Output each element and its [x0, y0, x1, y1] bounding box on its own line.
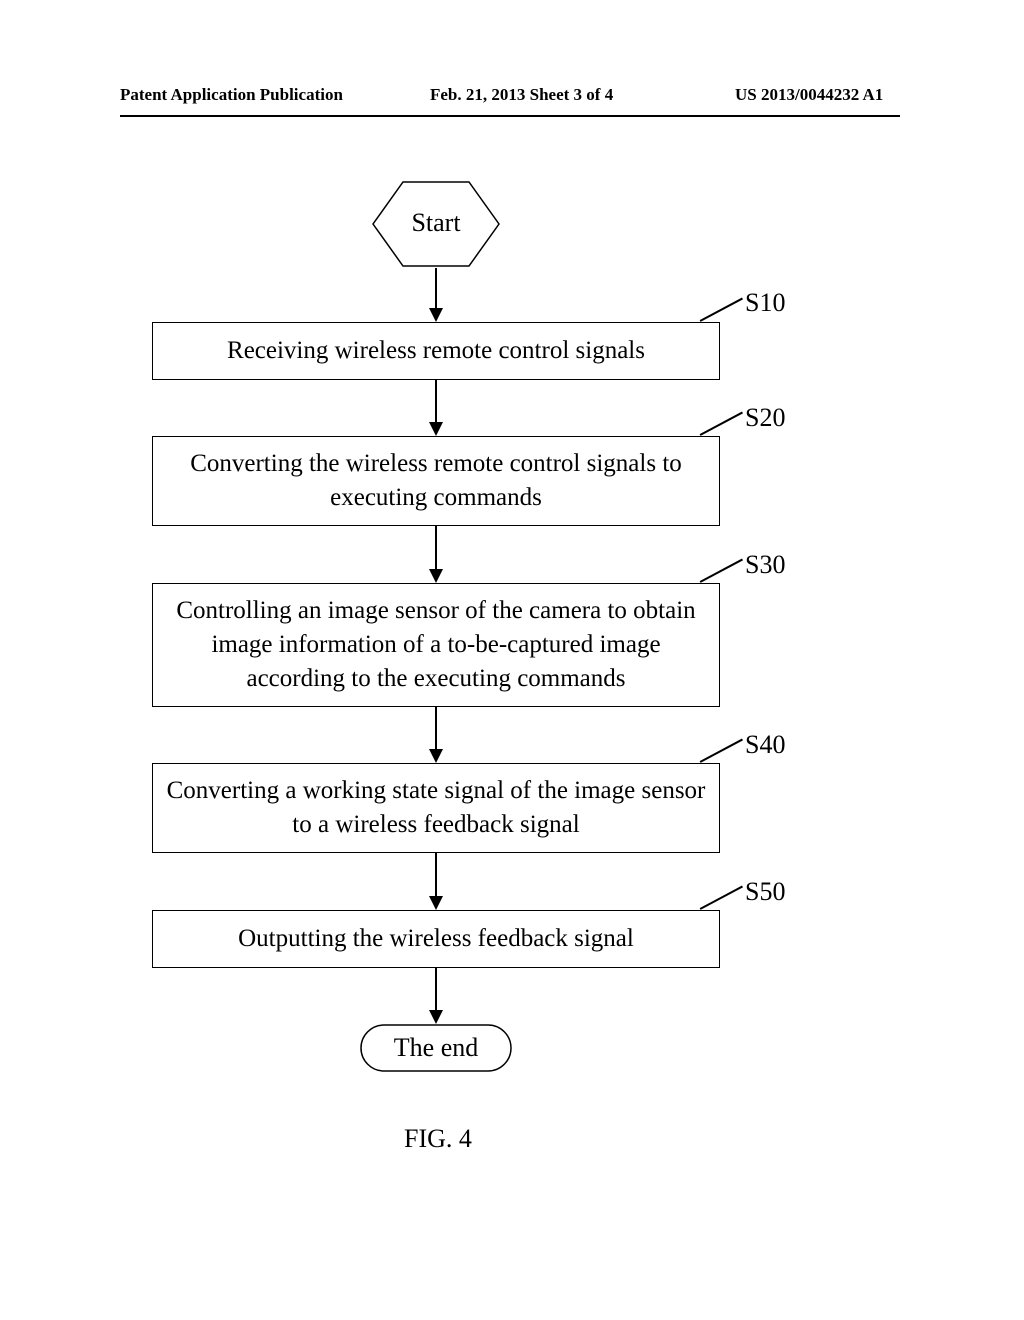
leader-line — [700, 298, 743, 322]
figure-caption: FIG. 4 — [404, 1124, 472, 1154]
leader-line — [700, 559, 743, 583]
step-id-s40: S40 — [745, 730, 785, 760]
step-text: Converting the wireless remote control s… — [163, 447, 709, 515]
arrow-head-icon — [429, 422, 443, 436]
start-node: Start — [371, 180, 501, 268]
step-id-s20: S20 — [745, 403, 785, 433]
arrow-line — [435, 268, 437, 310]
end-label: The end — [360, 1033, 512, 1063]
header-left: Patent Application Publication — [120, 85, 343, 105]
step-box-s20: Converting the wireless remote control s… — [152, 436, 720, 526]
arrow-head-icon — [429, 749, 443, 763]
end-node: The end — [360, 1024, 512, 1072]
header-center: Feb. 21, 2013 Sheet 3 of 4 — [430, 85, 613, 105]
arrow-line — [435, 380, 437, 424]
step-text: Receiving wireless remote control signal… — [227, 334, 645, 368]
step-id-s50: S50 — [745, 877, 785, 907]
step-text: Outputting the wireless feedback signal — [238, 922, 634, 956]
arrow-head-icon — [429, 308, 443, 322]
header-right: US 2013/0044232 A1 — [735, 85, 883, 105]
leader-line — [700, 739, 743, 763]
leader-line — [700, 412, 743, 436]
header-rule — [120, 115, 900, 117]
step-text: Controlling an image sensor of the camer… — [163, 594, 709, 695]
step-box-s30: Controlling an image sensor of the camer… — [152, 583, 720, 707]
step-box-s10: Receiving wireless remote control signal… — [152, 322, 720, 380]
step-box-s40: Converting a working state signal of the… — [152, 763, 720, 853]
leader-line — [700, 886, 743, 910]
arrow-head-icon — [429, 1010, 443, 1024]
step-id-s10: S10 — [745, 288, 785, 318]
step-id-s30: S30 — [745, 550, 785, 580]
step-text: Converting a working state signal of the… — [163, 774, 709, 842]
start-label: Start — [371, 208, 501, 238]
arrow-line — [435, 526, 437, 571]
arrow-head-icon — [429, 896, 443, 910]
arrow-line — [435, 968, 437, 1012]
step-box-s50: Outputting the wireless feedback signal — [152, 910, 720, 968]
arrow-line — [435, 707, 437, 751]
page: Patent Application Publication Feb. 21, … — [0, 0, 1024, 1320]
arrow-line — [435, 853, 437, 898]
arrow-head-icon — [429, 569, 443, 583]
